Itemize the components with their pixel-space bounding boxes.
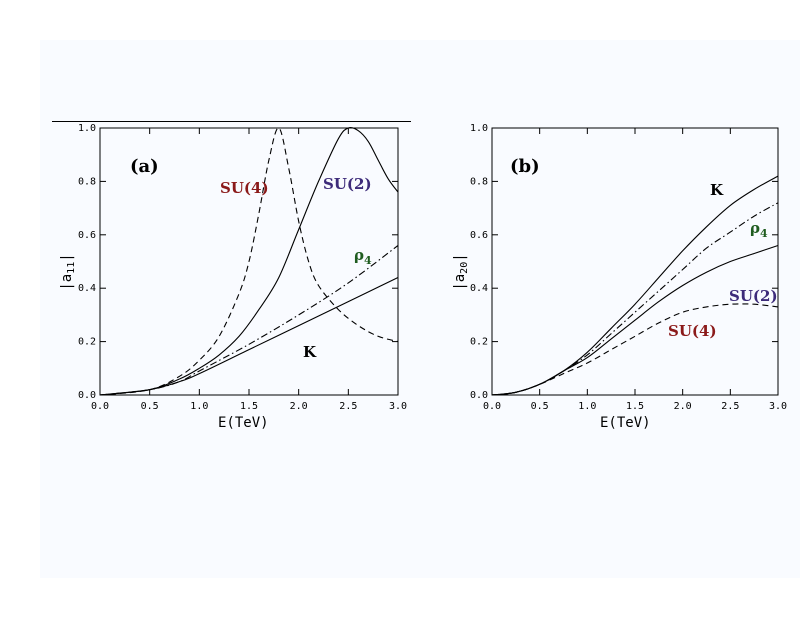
- x-tick-label: 0.0: [91, 401, 109, 412]
- curve-label-su2: SU(2): [323, 175, 372, 193]
- x-axis-title: E(TeV): [218, 415, 269, 431]
- x-tick-label: 0.0: [483, 401, 501, 412]
- y-axis-title-sub: 20: [459, 262, 470, 274]
- curve-label-su4: SU(4): [668, 322, 717, 340]
- y-axis-title: |a11|: [59, 253, 77, 290]
- curve-label-k: K: [710, 181, 724, 199]
- x-tick-label: 2.0: [674, 401, 692, 412]
- chart-panel-a: 0.0 0.5 1.0 1.5 2.0 2.5 3.00.00.20.40.60.81.0 …: [59, 123, 407, 431]
- curve-su4: [491, 303, 779, 396]
- curve-label-4: ρ4: [750, 219, 768, 240]
- y-axis-title-sub: 11: [66, 262, 77, 274]
- tick-group: 0.0 0.5 1.0 1.5 2.0 2.5 3.0 0.0 0.2 0.4 0.6 0.8 1.0: [78, 123, 407, 412]
- x-tick-label: 2.5: [339, 401, 357, 412]
- x-tick-label: 3.0: [389, 401, 407, 412]
- y-tick-label: 0.8: [470, 176, 488, 187]
- slide-background: [40, 40, 800, 578]
- y-tick-label: 0.4: [470, 283, 488, 294]
- curve-su2: [491, 244, 779, 396]
- curve-label-4: ρ4: [354, 246, 372, 267]
- y-tick-label: 0.6: [470, 230, 488, 241]
- curve-label-group: SU(4) SU(2) ρ4 K: [220, 175, 372, 361]
- panel-label: (a): [130, 156, 159, 177]
- y-axis-title-end: |: [452, 253, 468, 261]
- y-axis-title-end: |: [59, 253, 75, 261]
- curve-4: [99, 245, 399, 396]
- x-tick-label: 1.5: [240, 401, 258, 412]
- curve-su4: [99, 127, 399, 396]
- y-tick-label: 0.2: [470, 337, 488, 348]
- y-axis-title-main: |a: [452, 274, 468, 291]
- curve-label-group: Kρ4 SU(2) SU(4): [668, 181, 778, 340]
- chart-panel-b: 0.0 0.5 1.0 1.5 2.0 2.5 3.00.00.20.40.60.81.0 …: [452, 123, 787, 431]
- svg-text:|a11|: |a11|: [59, 253, 77, 290]
- y-tick-label: 0.2: [78, 337, 96, 348]
- x-tick-label: 0.5: [141, 401, 159, 412]
- curve-k: [99, 277, 399, 396]
- y-tick-label: 0.0: [470, 390, 488, 401]
- x-tick-label: 2.0: [290, 401, 308, 412]
- x-tick-label: 1.0: [190, 401, 208, 412]
- x-tick-label: 1.0: [578, 401, 596, 412]
- y-axis-title-main: |a: [59, 274, 75, 291]
- curve-label-su4: SU(4): [220, 179, 269, 197]
- tick-group: 0.0 0.5 1.0 1.5 2.0 2.5 3.0 0.0 0.2 0.4 0.6 0.8 1.0: [470, 123, 787, 412]
- y-tick-label: 0.6: [78, 230, 96, 241]
- x-tick-label: 2.5: [721, 401, 739, 412]
- curve-su2: [99, 127, 399, 396]
- y-tick-label: 1.0: [78, 123, 96, 134]
- x-tick-label: 1.5: [626, 401, 644, 412]
- curve-group: [491, 175, 779, 396]
- curve-label-su2: SU(2): [729, 287, 778, 305]
- y-tick-label: 0.4: [78, 283, 96, 294]
- panel-label: (b): [510, 156, 540, 177]
- y-tick-label: 0.0: [78, 390, 96, 401]
- x-tick-label: 0.5: [531, 401, 549, 412]
- x-tick-label: 3.0: [769, 401, 787, 412]
- svg-text:|a20|: |a20|: [452, 253, 470, 290]
- header-rule: [52, 121, 411, 122]
- curve-k: [491, 175, 779, 396]
- curve-group: [99, 127, 399, 396]
- y-axis-title: |a20|: [452, 253, 470, 290]
- y-tick-label: 1.0: [470, 123, 488, 134]
- x-axis-title: E(TeV): [600, 415, 651, 431]
- y-tick-label: 0.8: [78, 176, 96, 187]
- curve-label-k: K: [303, 343, 317, 361]
